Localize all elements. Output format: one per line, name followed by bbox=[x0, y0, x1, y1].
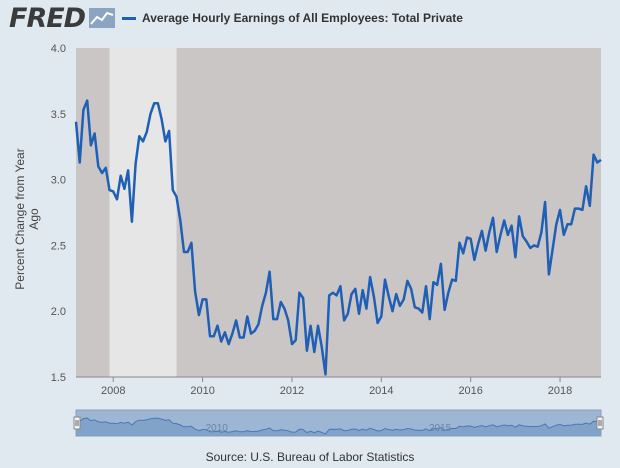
y-tick-label: 1.5 bbox=[51, 372, 66, 384]
navigator-tick-label: 2010 bbox=[206, 423, 229, 434]
series-line[interactable] bbox=[74, 99, 602, 376]
line-chart-icon bbox=[89, 8, 115, 28]
y-tick-label: 2.5 bbox=[51, 240, 66, 252]
legend: Average Hourly Earnings of All Employees… bbox=[122, 11, 463, 25]
navigator-series-line bbox=[75, 417, 602, 435]
x-tick-label: 2014 bbox=[369, 385, 393, 397]
x-tick-label: 2016 bbox=[458, 385, 482, 397]
legend-swatch bbox=[122, 17, 136, 21]
navigator-tick-label: 2015 bbox=[429, 423, 452, 434]
fred-logo[interactable]: FRED bbox=[9, 3, 86, 34]
y-tick-label: 4.0 bbox=[51, 43, 66, 55]
legend-series-title[interactable]: Average Hourly Earnings of All Employees… bbox=[142, 11, 463, 25]
navigator-series-area bbox=[76, 418, 601, 436]
navigator-left-handle[interactable] bbox=[73, 416, 81, 430]
chart-header: FRED Average Hourly Earnings of All Empl… bbox=[0, 0, 620, 36]
range-navigator[interactable]: 2010 2015 bbox=[73, 409, 604, 437]
y-tick-label: 2.0 bbox=[51, 306, 66, 318]
x-tick-label: 2018 bbox=[548, 385, 572, 397]
x-tick-label: 2010 bbox=[190, 385, 214, 397]
x-tick-label: 2008 bbox=[101, 385, 125, 397]
recession-band bbox=[109, 48, 177, 377]
navigator-right-handle[interactable] bbox=[596, 416, 604, 430]
y-tick-label: 3.0 bbox=[51, 175, 66, 187]
x-tick-label: 2012 bbox=[280, 385, 304, 397]
y-tick-label: 3.5 bbox=[51, 109, 66, 121]
source-note: Source: U.S. Bureau of Labor Statistics bbox=[205, 450, 415, 464]
